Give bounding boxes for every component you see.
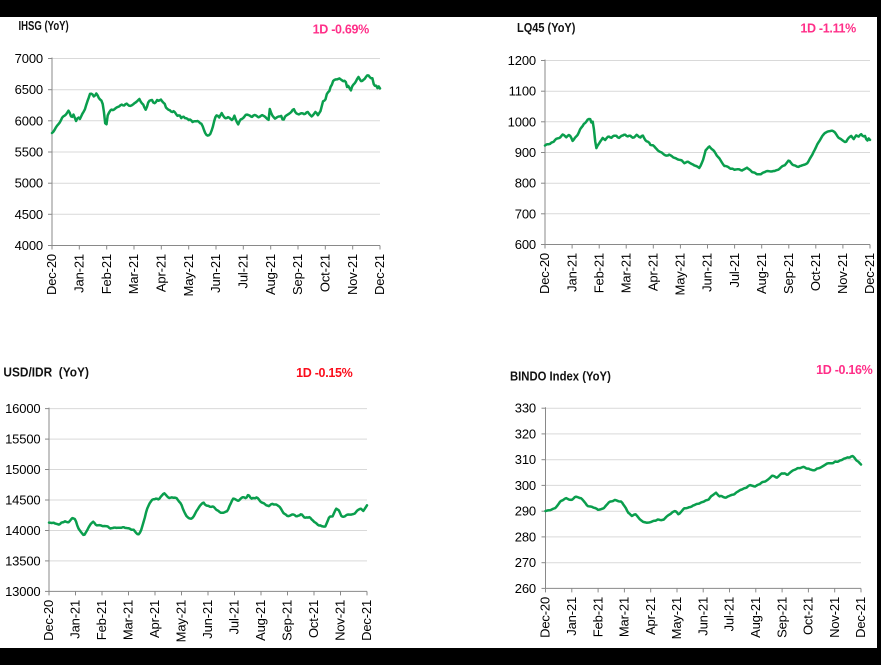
svg-text:Sep-21: Sep-21: [280, 600, 295, 641]
svg-text:Oct-21: Oct-21: [318, 254, 333, 292]
svg-text:Aug-21: Aug-21: [748, 597, 763, 638]
svg-text:320: 320: [515, 426, 536, 441]
svg-text:900: 900: [515, 145, 536, 160]
svg-text:Nov-21: Nov-21: [333, 600, 348, 641]
svg-text:Feb-21: Feb-21: [94, 600, 109, 640]
svg-text:Dec-20: Dec-20: [44, 254, 59, 295]
svg-text:4500: 4500: [15, 207, 43, 222]
svg-text:5500: 5500: [15, 145, 43, 160]
svg-text:Jun-21: Jun-21: [696, 597, 711, 636]
svg-text:Jul-21: Jul-21: [727, 253, 742, 288]
svg-text:Dec-21: Dec-21: [853, 597, 868, 638]
svg-text:May-21: May-21: [669, 597, 684, 639]
svg-text:15500: 15500: [5, 432, 40, 447]
svg-text:1100: 1100: [509, 84, 536, 99]
svg-text:6000: 6000: [15, 113, 43, 128]
svg-text:1D -0.16%: 1D -0.16%: [816, 363, 873, 377]
svg-text:1000: 1000: [508, 114, 536, 129]
svg-text:Apr-21: Apr-21: [643, 597, 658, 635]
svg-text:800: 800: [515, 176, 536, 191]
svg-text:330: 330: [515, 401, 536, 416]
svg-text:Oct-21: Oct-21: [808, 253, 823, 291]
svg-text:Feb-21: Feb-21: [99, 254, 114, 294]
svg-text:600: 600: [515, 237, 536, 252]
svg-text:270: 270: [515, 555, 536, 570]
svg-text:7000: 7000: [15, 51, 43, 66]
svg-text:Aug-21: Aug-21: [754, 253, 769, 294]
svg-text:Aug-21: Aug-21: [253, 600, 268, 641]
svg-text:1D -1.11%: 1D -1.11%: [800, 22, 856, 36]
svg-text:Sep-21: Sep-21: [774, 597, 789, 638]
svg-text:Nov-21: Nov-21: [827, 597, 842, 638]
svg-text:Feb-21: Feb-21: [591, 253, 606, 293]
svg-text:May-21: May-21: [673, 253, 688, 295]
svg-text:Dec-21: Dec-21: [359, 600, 374, 641]
svg-text:Oct-21: Oct-21: [801, 597, 816, 635]
svg-text:1200: 1200: [508, 53, 536, 68]
svg-text:300: 300: [515, 478, 536, 493]
svg-text:14500: 14500: [5, 493, 40, 508]
svg-text:Jan-21: Jan-21: [72, 254, 87, 293]
svg-text:Apr-21: Apr-21: [147, 600, 162, 638]
svg-text:Feb-21: Feb-21: [590, 597, 605, 637]
svg-text:Dec-21: Dec-21: [862, 253, 877, 294]
svg-text:Apr-21: Apr-21: [154, 254, 169, 292]
svg-text:290: 290: [515, 504, 536, 519]
svg-text:Nov-21: Nov-21: [345, 254, 360, 295]
svg-text:Jun-21: Jun-21: [700, 253, 715, 292]
svg-text:14000: 14000: [5, 523, 40, 538]
svg-text:Jan-21: Jan-21: [564, 597, 579, 636]
svg-text:Mar-21: Mar-21: [617, 597, 632, 637]
svg-text:Sep-21: Sep-21: [290, 254, 305, 295]
svg-text:Mar-21: Mar-21: [619, 253, 634, 293]
svg-text:310: 310: [515, 452, 536, 467]
svg-text:Mar-21: Mar-21: [126, 254, 141, 294]
svg-text:Jan-21: Jan-21: [564, 253, 579, 292]
svg-text:May-21: May-21: [181, 254, 196, 296]
svg-text:Jul-21: Jul-21: [236, 254, 251, 289]
svg-text:16000: 16000: [5, 401, 40, 416]
svg-text:LQ45 (YoY): LQ45 (YoY): [517, 21, 576, 35]
svg-text:Oct-21: Oct-21: [306, 600, 321, 638]
svg-text:Jul-21: Jul-21: [722, 597, 737, 632]
svg-text:5000: 5000: [15, 176, 43, 191]
svg-text:700: 700: [515, 206, 536, 221]
svg-text:4000: 4000: [15, 238, 43, 253]
svg-text:Jan-21: Jan-21: [68, 600, 83, 639]
svg-text:13000: 13000: [5, 584, 40, 599]
svg-text:260: 260: [515, 581, 536, 596]
svg-text:BINDO Index (YoY): BINDO Index (YoY): [510, 369, 611, 384]
svg-text:Dec-20: Dec-20: [537, 253, 552, 294]
svg-text:IHSG (YoY): IHSG (YoY): [19, 20, 69, 33]
svg-text:Jun-21: Jun-21: [208, 254, 223, 293]
svg-text:Mar-21: Mar-21: [121, 600, 136, 640]
svg-text:Jun-21: Jun-21: [200, 600, 215, 639]
svg-text:Dec-21: Dec-21: [372, 254, 387, 295]
svg-text:USD/IDR (YoY): USD/IDR (YoY): [3, 365, 89, 379]
svg-text:1D -0.15%: 1D -0.15%: [296, 366, 353, 380]
svg-text:Jul-21: Jul-21: [227, 600, 242, 635]
svg-text:Aug-21: Aug-21: [263, 254, 278, 295]
svg-text:May-21: May-21: [174, 600, 189, 642]
svg-text:Apr-21: Apr-21: [646, 253, 661, 291]
svg-text:Nov-21: Nov-21: [835, 253, 850, 294]
svg-text:13500: 13500: [5, 553, 40, 568]
svg-text:Dec-20: Dec-20: [41, 600, 56, 641]
svg-text:1D -0.69%: 1D -0.69%: [313, 23, 370, 37]
svg-text:6500: 6500: [15, 82, 43, 97]
svg-text:Sep-21: Sep-21: [781, 253, 796, 294]
svg-text:280: 280: [515, 529, 536, 544]
svg-text:15000: 15000: [5, 462, 40, 477]
svg-text:Dec-20: Dec-20: [538, 597, 553, 638]
